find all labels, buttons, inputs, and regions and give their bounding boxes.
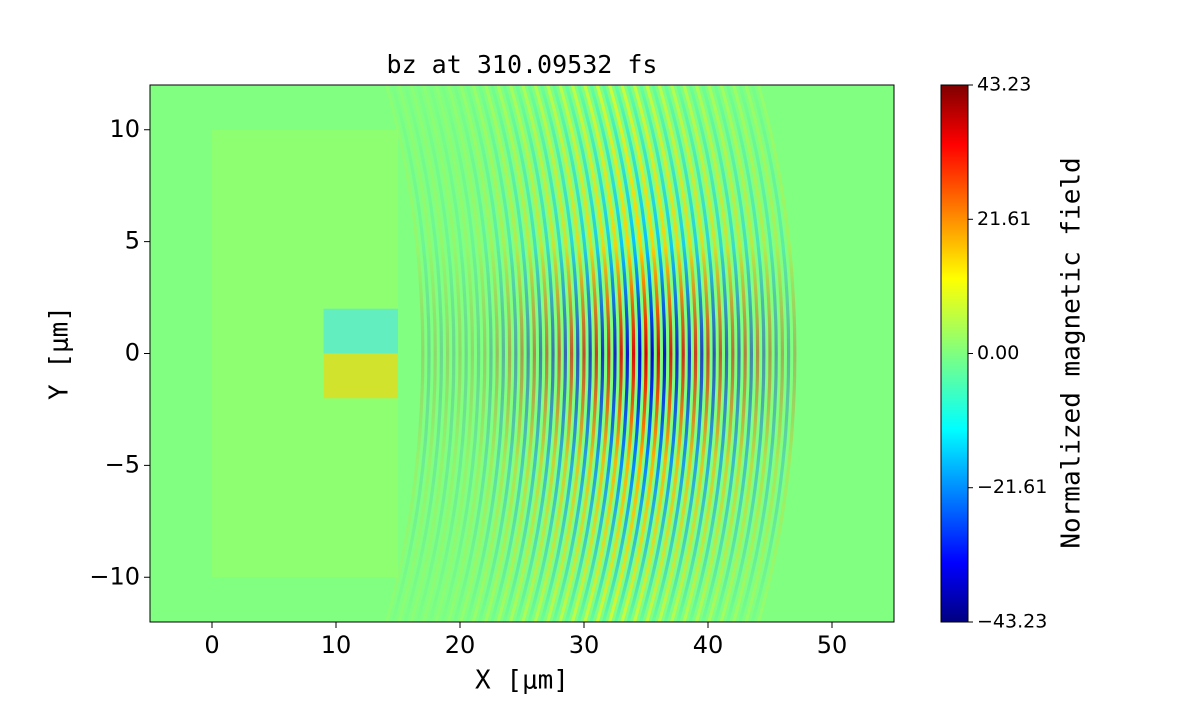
wavefront — [471, 85, 512, 622]
wavefront — [546, 85, 586, 622]
channel — [323, 308, 398, 354]
wavefront — [428, 85, 468, 622]
wavefront — [384, 85, 425, 622]
wavefront — [583, 85, 623, 622]
colorbar-tick-label: 43.23 — [977, 74, 1031, 96]
wavefront — [639, 85, 679, 622]
wavefront — [440, 85, 481, 622]
wavefront — [502, 85, 543, 622]
wavefront — [539, 85, 580, 622]
wavefront — [552, 85, 592, 622]
colorbar — [941, 85, 968, 622]
wavefront — [601, 85, 642, 622]
wavefront — [632, 85, 673, 622]
x-tick-label: 10 — [321, 631, 352, 659]
wavefront — [694, 85, 735, 622]
wavefront — [527, 85, 568, 622]
wavefront — [688, 85, 729, 622]
wavefront — [719, 85, 760, 622]
wavefront — [496, 85, 537, 622]
colorbar-tick-label: −21.61 — [977, 476, 1047, 498]
wavefront — [515, 85, 555, 622]
wavefront — [570, 85, 611, 622]
x-tick-label: 20 — [445, 631, 476, 659]
channel — [323, 353, 398, 399]
wavefront — [415, 85, 456, 622]
wavefront — [465, 85, 506, 622]
colorbar-tick-label: 0.00 — [977, 342, 1019, 364]
wavefront — [670, 85, 710, 622]
colorbar-tick-label: 21.61 — [977, 208, 1031, 230]
wavefront — [422, 85, 462, 622]
wavefront — [620, 85, 661, 622]
wavefront — [663, 85, 704, 622]
x-tick-label: 50 — [817, 631, 848, 659]
wavefront — [738, 85, 778, 622]
x-tick-label: 40 — [693, 631, 724, 659]
wavefront — [676, 85, 716, 622]
wavefront — [756, 85, 797, 622]
wavefront — [626, 85, 667, 622]
wavefront — [595, 85, 636, 622]
colorbar-label: Normalized magnetic field — [1057, 157, 1087, 548]
wavefront — [403, 85, 444, 622]
wavefront — [409, 85, 450, 622]
wavefront — [713, 85, 754, 622]
y-tick-label: 10 — [109, 115, 140, 143]
wavefront — [484, 85, 524, 622]
wavefront — [564, 85, 605, 622]
y-tick-label: 0 — [125, 339, 140, 367]
x-tick-label: 0 — [204, 631, 219, 659]
wavefront — [533, 85, 574, 622]
wavefront — [521, 85, 561, 622]
wavefront — [397, 85, 437, 622]
wavefront — [508, 85, 549, 622]
chart-title: bz at 310.09532 fs — [387, 50, 658, 79]
colorbar-tick-label: −43.23 — [977, 611, 1047, 633]
wavefront — [732, 85, 772, 622]
wavefront — [701, 85, 741, 622]
field-pattern — [212, 85, 797, 622]
wavefront — [477, 85, 518, 622]
wavefront — [725, 85, 766, 622]
wavefront — [614, 85, 654, 622]
y-axis-label: Y [μm] — [45, 306, 75, 400]
wavefront — [707, 85, 747, 622]
wavefront — [391, 85, 431, 622]
wavefront — [750, 85, 791, 622]
y-tick-label: 5 — [125, 227, 140, 255]
wavefront — [744, 85, 785, 622]
x-axis-label: X [μm] — [475, 666, 569, 696]
x-tick-label: 30 — [569, 631, 600, 659]
wavefront — [651, 85, 692, 622]
wavefront — [589, 85, 630, 622]
wavefront — [434, 85, 475, 622]
wavefront — [645, 85, 685, 622]
wavefront — [682, 85, 723, 622]
y-tick-label: −10 — [89, 562, 140, 590]
wavefront — [459, 85, 499, 622]
wavefront — [657, 85, 698, 622]
y-tick-label: −5 — [105, 450, 140, 478]
wavefront — [577, 85, 617, 622]
wavefront — [558, 85, 599, 622]
wavefront — [490, 85, 530, 622]
wavefront — [608, 85, 648, 622]
wavefront — [446, 85, 487, 622]
wavefront — [453, 85, 493, 622]
